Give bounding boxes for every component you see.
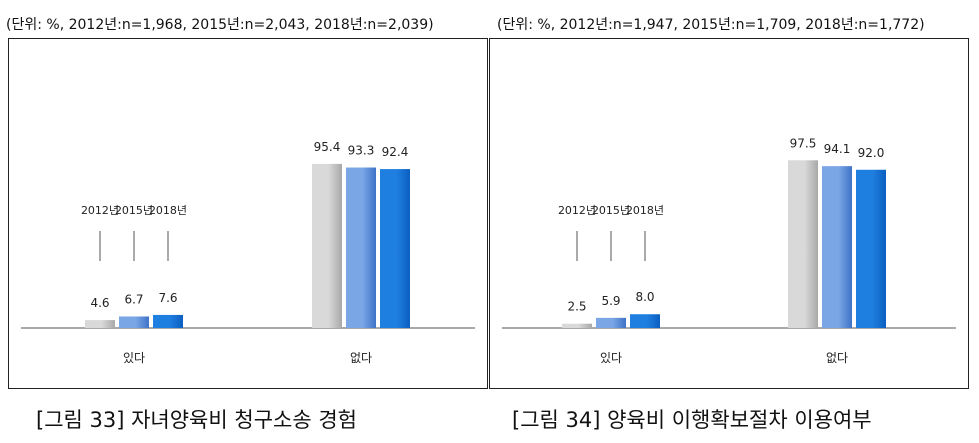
value-label: 5.9 — [601, 294, 620, 308]
bar-없다-2012년 — [788, 160, 818, 328]
chart-1-caption: [그림 33] 자녀양육비 청구소송 경험 — [36, 408, 357, 432]
chart-2-unit-note: (단위: %, 2012년:n=1,947, 2015년:n=1,709, 20… — [497, 17, 925, 33]
legend-year-label: 2015년 — [115, 204, 153, 217]
legend-year-label: 2012년 — [558, 204, 596, 217]
bar-없다-2015년 — [822, 166, 852, 328]
value-label: 92.4 — [382, 145, 409, 159]
value-label: 92.0 — [858, 146, 885, 160]
value-label: 8.0 — [635, 290, 654, 304]
category-label: 없다 — [350, 351, 372, 365]
bar-없다-2018년 — [856, 169, 886, 328]
value-label: 95.4 — [314, 140, 341, 154]
bar-없다-2012년 — [312, 163, 342, 328]
legend-year-label: 2018년 — [626, 204, 664, 217]
bar-있다-2012년 — [562, 323, 592, 328]
category-label: 있다 — [123, 351, 145, 365]
legend-year-label: 2012년 — [81, 204, 119, 217]
chart-2-caption: [그림 34] 양육비 이행확보절차 이용여부 — [512, 408, 872, 432]
bar-있다-2018년 — [153, 314, 183, 328]
chart-1-unit-note: (단위: %, 2012년:n=1,968, 2015년:n=2,043, 20… — [6, 17, 434, 33]
bar-있다-2015년 — [596, 317, 626, 328]
value-label: 93.3 — [348, 144, 375, 158]
bar-있다-2012년 — [85, 320, 115, 328]
value-label: 7.6 — [158, 291, 177, 305]
bar-없다-2018년 — [380, 169, 410, 328]
bar-없다-2015년 — [346, 167, 376, 328]
category-label: 있다 — [600, 351, 622, 365]
legend-year-label: 2018년 — [149, 204, 187, 217]
legend-year-label: 2015년 — [592, 204, 630, 217]
bar-있다-2015년 — [119, 316, 149, 328]
category-label: 없다 — [826, 351, 848, 365]
value-label: 2.5 — [567, 300, 586, 314]
bar-있다-2018년 — [630, 314, 660, 328]
value-label: 94.1 — [824, 142, 851, 156]
value-label: 97.5 — [790, 136, 817, 150]
value-label: 4.6 — [90, 296, 109, 310]
value-label: 6.7 — [124, 292, 143, 306]
